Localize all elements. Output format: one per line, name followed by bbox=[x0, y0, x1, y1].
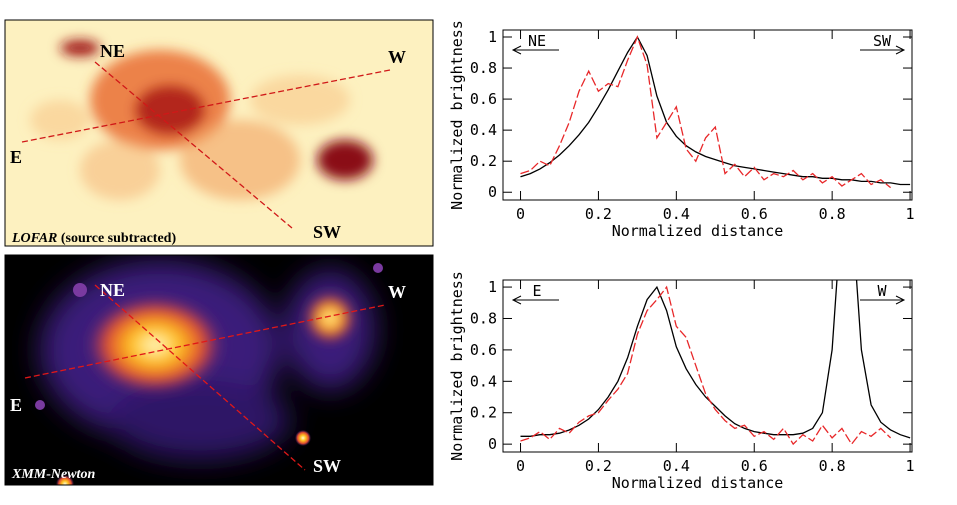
x-tick-label: 0.6 bbox=[741, 205, 768, 223]
image-label: SW bbox=[313, 456, 341, 476]
image-frame bbox=[4, 254, 434, 486]
x-tick-label: 0 bbox=[516, 205, 525, 223]
y-tick-label: 0 bbox=[488, 435, 497, 453]
y-tick-label: 0.6 bbox=[470, 341, 497, 359]
image-label: W bbox=[388, 47, 406, 67]
x-tick-label: 1 bbox=[906, 457, 915, 475]
x-tick-label: 1 bbox=[906, 205, 915, 223]
y-tick-label: 0.2 bbox=[470, 152, 497, 170]
y-axis-label: Normalized brightness bbox=[448, 271, 466, 461]
y-tick-label: 0 bbox=[488, 183, 497, 201]
plot-frame bbox=[502, 29, 913, 201]
x-axis-label: Normalized distance bbox=[612, 222, 784, 240]
arrow bbox=[511, 295, 559, 305]
y-tick-label: 0.4 bbox=[470, 121, 497, 139]
data-line bbox=[520, 35, 892, 189]
caption-part: LOFAR bbox=[11, 231, 57, 246]
arrow bbox=[511, 45, 559, 55]
data-line bbox=[520, 280, 911, 439]
y-tick-label: 0.8 bbox=[470, 59, 497, 77]
x-tick-label: 0.2 bbox=[585, 205, 612, 223]
y-tick-label: 1 bbox=[488, 278, 497, 296]
x-tick-label: 0.6 bbox=[741, 457, 768, 475]
x-tick-label: 0.4 bbox=[663, 205, 690, 223]
x-tick-label: 0 bbox=[516, 457, 525, 475]
y-tick-label: 0.4 bbox=[470, 372, 497, 390]
caption-part: (source subtracted) bbox=[61, 231, 177, 246]
image-label: E bbox=[10, 395, 22, 415]
data-line bbox=[520, 285, 892, 446]
x-axis-label: Normalized distance bbox=[612, 474, 784, 492]
plot-frame bbox=[502, 279, 913, 453]
image-frame bbox=[4, 19, 434, 247]
data-line bbox=[520, 35, 911, 186]
x-tick-label: 0.8 bbox=[819, 205, 846, 223]
annotation: W bbox=[877, 282, 887, 300]
x-tick-label: 0.2 bbox=[585, 457, 612, 475]
image-label: NE bbox=[100, 280, 125, 300]
annotation: E bbox=[532, 282, 541, 300]
arrow bbox=[860, 45, 906, 55]
y-tick-label: 0.6 bbox=[470, 90, 497, 108]
image-label: SW bbox=[313, 222, 341, 242]
lofar-image bbox=[5, 20, 433, 246]
xmm-image bbox=[5, 255, 433, 485]
x-tick-label: 0.4 bbox=[663, 457, 690, 475]
image-label: E bbox=[10, 147, 22, 167]
annotation: NE bbox=[528, 32, 546, 50]
annotation: SW bbox=[873, 32, 892, 50]
y-tick-label: 0.8 bbox=[470, 309, 497, 327]
image-label: W bbox=[388, 282, 406, 302]
image-label: NE bbox=[100, 41, 125, 61]
arrow bbox=[860, 295, 906, 305]
image-caption: LOFAR (source subtracted) bbox=[11, 231, 176, 246]
image-caption: XMM-Newton bbox=[11, 467, 95, 482]
y-tick-label: 1 bbox=[488, 28, 497, 46]
x-tick-label: 0.8 bbox=[819, 457, 846, 475]
y-tick-label: 0.2 bbox=[470, 404, 497, 422]
y-axis-label: Normalized brightness bbox=[448, 20, 466, 210]
